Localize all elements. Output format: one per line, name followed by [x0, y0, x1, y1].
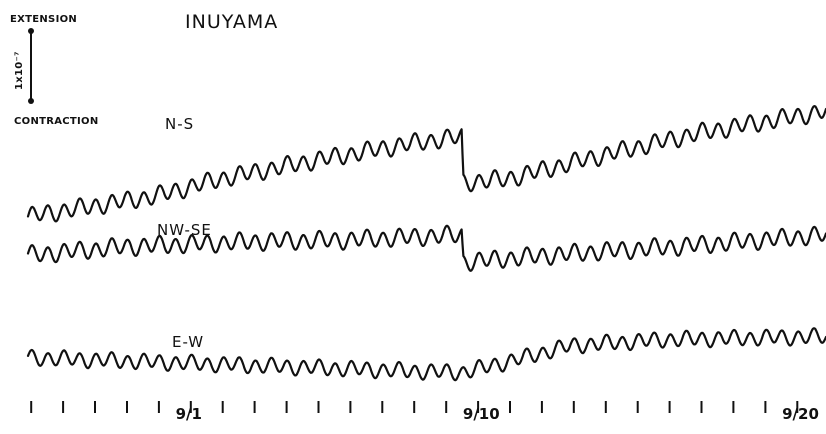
- scale-bar: EXTENSION 1x10⁻⁷ CONTRACTION: [10, 14, 99, 127]
- x-tick-label-sep20: 9/20: [782, 405, 819, 423]
- series-label-ew: E-W: [172, 333, 204, 351]
- series-line-ns: [26, 105, 826, 223]
- series-traces: [26, 105, 826, 382]
- scale-top-label: EXTENSION: [10, 14, 77, 25]
- scale-bar-top-dot: [28, 28, 34, 34]
- scale-value-label: 1x10⁻⁷: [14, 51, 25, 90]
- x-tick-label-sep10: 9/10: [463, 405, 500, 423]
- series-line-ew: [26, 327, 826, 382]
- scale-bar-bottom-dot: [28, 98, 34, 104]
- x-axis-ticks: [30, 401, 799, 413]
- series-label-ns: N-S: [165, 115, 194, 133]
- chart-title: INUYAMA: [185, 11, 278, 33]
- x-axis-tick-labels: 9/1 9/10 9/20: [176, 405, 819, 423]
- series-label-nwse: NW-SE: [157, 221, 212, 239]
- scale-bottom-label: CONTRACTION: [14, 116, 99, 127]
- x-tick-label-sep1: 9/1: [176, 405, 202, 423]
- series-line-nwse: [26, 224, 826, 272]
